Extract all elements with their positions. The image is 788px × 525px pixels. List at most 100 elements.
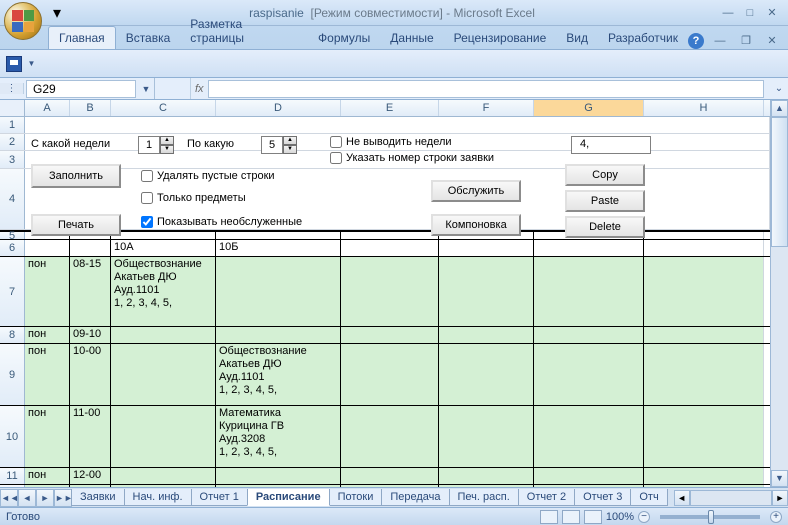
- sheet-tab[interactable]: Нач. инф.: [124, 489, 192, 506]
- scroll-down-icon[interactable]: ▼: [771, 470, 788, 487]
- time-cell[interactable]: 10-00: [70, 344, 111, 405]
- mdi-restore-button[interactable]: ❐: [736, 33, 756, 49]
- day-cell[interactable]: пон: [25, 468, 70, 484]
- minimize-button[interactable]: —: [718, 5, 738, 21]
- fill-button[interactable]: Заполнить: [31, 164, 121, 188]
- col-header[interactable]: D: [216, 100, 341, 116]
- class-cell[interactable]: [111, 344, 216, 405]
- tab-nav-prev-icon[interactable]: ◄: [18, 489, 36, 507]
- mdi-close-button[interactable]: ✕: [762, 33, 782, 49]
- col-header[interactable]: B: [70, 100, 111, 116]
- formula-input[interactable]: [208, 80, 764, 98]
- zoom-out-icon[interactable]: −: [638, 511, 650, 523]
- time-cell[interactable]: 09-10: [70, 327, 111, 343]
- tab-developer[interactable]: Разработчик: [598, 27, 688, 49]
- to-week-spinner[interactable]: ▲▼: [261, 136, 297, 154]
- tab-view[interactable]: Вид: [556, 27, 598, 49]
- tab-home[interactable]: Главная: [48, 26, 116, 49]
- layout-button[interactable]: Компоновка: [431, 214, 521, 236]
- zoom-in-icon[interactable]: +: [770, 511, 782, 523]
- save-dropdown-icon[interactable]: ▼: [26, 56, 37, 72]
- tab-data[interactable]: Данные: [380, 27, 443, 49]
- qat-dropdown-icon[interactable]: ▾: [48, 4, 66, 22]
- sheet-tab[interactable]: Передача: [381, 489, 449, 506]
- col-header[interactable]: F: [439, 100, 534, 116]
- class-cell[interactable]: [216, 257, 341, 326]
- vertical-scrollbar[interactable]: ▲ ▼: [770, 100, 788, 487]
- save-icon[interactable]: [6, 56, 22, 72]
- check-show-unserved[interactable]: Показывать необслуженные: [141, 216, 302, 228]
- delete-button[interactable]: Delete: [565, 216, 645, 238]
- formula-expand-icon[interactable]: ⌄: [770, 83, 788, 94]
- view-pagebreak-icon[interactable]: [584, 510, 602, 524]
- namebox-handle-icon[interactable]: ⋮: [0, 83, 24, 94]
- help-icon[interactable]: ?: [688, 33, 704, 49]
- class-cell[interactable]: ОбществознаниеАкатьев ДЮАуд.1101 1, 2, 3…: [216, 344, 341, 405]
- day-cell[interactable]: пон: [25, 257, 70, 326]
- class-cell[interactable]: МатематикаКурицина ГВАуд.3208 1, 2, 3, 4…: [216, 406, 341, 467]
- view-layout-icon[interactable]: [562, 510, 580, 524]
- zoom-slider[interactable]: [660, 515, 760, 519]
- sheet-tab[interactable]: Отчет 2: [518, 489, 575, 506]
- sheet-tab[interactable]: Отч: [630, 489, 667, 506]
- class-cell[interactable]: [216, 327, 341, 343]
- horizontal-scrollbar[interactable]: ◄ ►: [674, 489, 788, 507]
- col-header[interactable]: H: [644, 100, 764, 116]
- time-cell[interactable]: 08-15: [70, 257, 111, 326]
- maximize-button[interactable]: □: [740, 5, 760, 21]
- value-textbox[interactable]: 4,: [571, 136, 651, 154]
- scroll-right-icon[interactable]: ►: [772, 490, 788, 506]
- check-row-number[interactable]: Указать номер строки заявки: [330, 152, 494, 164]
- class-cell[interactable]: ОбществознаниеАкатьев ДЮАуд.1101 1, 2, 3…: [111, 257, 216, 326]
- name-box[interactable]: [26, 80, 136, 98]
- day-cell[interactable]: пон: [25, 406, 70, 467]
- tab-nav-first-icon[interactable]: ◄◄: [0, 489, 18, 507]
- copy-button[interactable]: Copy: [565, 164, 645, 186]
- tab-insert[interactable]: Вставка: [116, 27, 181, 49]
- tab-pagelayout[interactable]: Разметка страницы: [180, 13, 308, 49]
- zoom-level[interactable]: 100%: [606, 511, 634, 523]
- tab-nav-next-icon[interactable]: ►: [36, 489, 54, 507]
- time-cell[interactable]: 12-00: [70, 468, 111, 484]
- time-cell[interactable]: 11-00: [70, 406, 111, 467]
- check-only-subjects[interactable]: Только предметы: [141, 192, 246, 204]
- sheet-tab[interactable]: Печ. расп.: [449, 489, 519, 506]
- col-header[interactable]: C: [111, 100, 216, 116]
- class-cell[interactable]: [111, 327, 216, 343]
- class-cell[interactable]: [111, 406, 216, 467]
- view-normal-icon[interactable]: [540, 510, 558, 524]
- mdi-minimize-button[interactable]: —: [710, 33, 730, 49]
- to-week-input[interactable]: [261, 136, 283, 154]
- col-header[interactable]: G: [534, 100, 644, 116]
- sheet-tab[interactable]: Отчет 3: [574, 489, 631, 506]
- sheet-tab[interactable]: Расписание: [247, 489, 330, 506]
- close-button[interactable]: ✕: [762, 5, 782, 21]
- scroll-up-icon[interactable]: ▲: [771, 100, 788, 117]
- namebox-dropdown-icon[interactable]: ▼: [138, 84, 154, 94]
- sheet-tab[interactable]: Потоки: [329, 489, 383, 506]
- tab-review[interactable]: Рецензирование: [444, 27, 557, 49]
- check-no-weeks[interactable]: Не выводить недели: [330, 136, 452, 148]
- check-delete-empty[interactable]: Удалять пустые строки: [141, 170, 275, 182]
- fx-label[interactable]: fx: [195, 83, 204, 95]
- select-all-corner[interactable]: [0, 100, 25, 116]
- scroll-left-icon[interactable]: ◄: [674, 490, 690, 506]
- col-header[interactable]: A: [25, 100, 70, 116]
- day-cell[interactable]: пон: [25, 327, 70, 343]
- class-cell[interactable]: [111, 468, 216, 484]
- class-cell[interactable]: [216, 468, 341, 484]
- column-headers[interactable]: A B C D E F G H: [0, 100, 770, 117]
- paste-button[interactable]: Paste: [565, 190, 645, 212]
- day-cell[interactable]: пон: [25, 344, 70, 405]
- serve-button[interactable]: Обслужить: [431, 180, 521, 202]
- office-button[interactable]: [4, 2, 42, 40]
- tab-formulas[interactable]: Формулы: [308, 27, 380, 49]
- scroll-thumb[interactable]: [771, 117, 788, 247]
- col-header[interactable]: E: [341, 100, 439, 116]
- print-button[interactable]: Печать: [31, 214, 121, 236]
- sheet-tab[interactable]: Отчет 1: [191, 489, 248, 506]
- tab-nav-last-icon[interactable]: ►►: [54, 489, 72, 507]
- sheet-tab[interactable]: Заявки: [71, 489, 125, 506]
- from-week-spinner[interactable]: ▲▼: [138, 136, 174, 154]
- from-week-input[interactable]: [138, 136, 160, 154]
